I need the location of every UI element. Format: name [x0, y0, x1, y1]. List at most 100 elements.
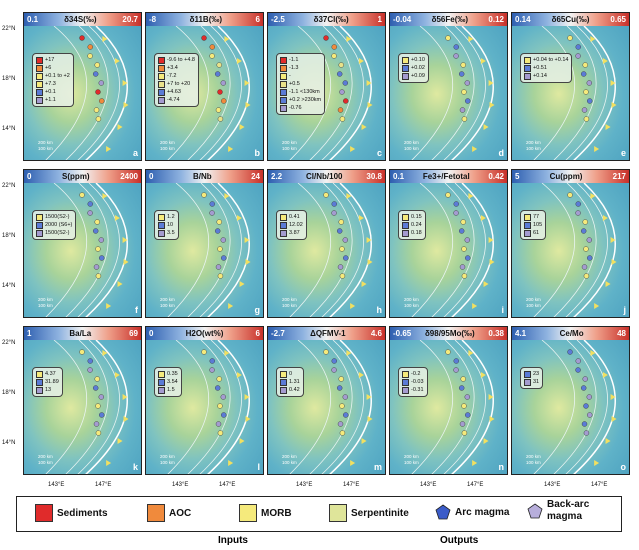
legend-row: +3.4: [158, 64, 195, 72]
colorbar: 0.1 Fe3+/Fetotal 0.42: [390, 170, 507, 183]
sample-point: [339, 403, 345, 409]
value-legend: 0.15 0.24 0.18: [398, 210, 426, 240]
sample-point: [95, 116, 102, 122]
scale-label: 100 km: [404, 303, 419, 308]
sample-point: [583, 89, 589, 95]
sample-point: [581, 264, 588, 270]
colorbar: 4.1 Ce/Mo 48: [512, 327, 629, 340]
value-legend: 0.35 3.54 1.5: [154, 367, 182, 397]
colorbar-lo: -2.5: [271, 15, 285, 24]
legend-swatch: [402, 64, 409, 72]
sample-point: [209, 53, 215, 59]
sample-point: [581, 421, 588, 427]
sample-point: [586, 80, 592, 86]
legend-swatch: [402, 72, 409, 80]
sample-point: [582, 62, 588, 68]
legend-swatch: [158, 56, 165, 64]
colorbar-lo: -2.7: [271, 329, 285, 338]
legend-value: 10: [167, 222, 174, 228]
legend-swatch: [524, 221, 531, 229]
legend-row: -0.03: [402, 378, 424, 386]
legend-value: 0.42: [289, 387, 300, 393]
legend-row: 0.24: [402, 221, 422, 229]
sample-point: [221, 255, 227, 261]
lon-label: 147°E: [95, 482, 112, 488]
sample-point: [575, 367, 581, 373]
panel-letter: l: [257, 462, 260, 472]
scale-text: 200 km 100 km: [282, 140, 297, 152]
colorbar-lo: 2.2: [271, 172, 283, 181]
map-grid: 0.1 δ34S(‰) 20.7 +17 +6 +0.1 to +2 +7.3 +0.1 +1.…: [20, 12, 635, 477]
lon-label: 143°E: [420, 482, 437, 488]
legend-value: 0: [289, 371, 293, 377]
sample-point: [216, 376, 222, 382]
panel-title: Cu(ppm): [549, 172, 583, 181]
colorbar: -0.65 δ98/95Mo(‰) 0.38: [390, 327, 507, 340]
lat-label: 18°N: [2, 390, 16, 396]
legend-value: 1500(S2-): [45, 214, 70, 220]
legend-swatch: [280, 378, 287, 386]
sample-point: [337, 264, 344, 270]
sample-point: [461, 430, 468, 436]
sample-point: [460, 219, 466, 225]
sample-point: [331, 210, 337, 216]
colorbar-lo: 0: [149, 172, 154, 181]
legend-value: -1.1: [289, 57, 299, 63]
sample-point: [331, 201, 337, 207]
legend-row: 61: [524, 229, 542, 237]
legend-row: 10: [158, 221, 175, 229]
panel-title: H2O(wt%): [185, 329, 224, 338]
scale-label: 100 km: [526, 303, 541, 308]
legend-value: 3.5: [167, 230, 175, 236]
legend-swatch: [158, 96, 165, 104]
arc-map: [411, 340, 495, 474]
sample-point: [95, 89, 101, 95]
sample-point: [587, 98, 593, 104]
colorbar-hi: 30.8: [366, 172, 382, 181]
legend-row: +17: [36, 56, 70, 64]
map-panel: 2.2 Cl/Nb/100 30.8 0.41 12.02 3.87 200 km 100 k…: [267, 169, 386, 318]
legend-row: 0.15: [402, 213, 422, 221]
legend-row: 13: [36, 386, 59, 394]
sample-point: [221, 412, 227, 418]
sample-point: [215, 421, 222, 427]
sample-point: [465, 255, 471, 261]
legend-row: -0.76: [280, 104, 321, 112]
legend-row: +0.09: [402, 72, 425, 80]
sample-point: [217, 116, 224, 122]
panel-title: Ce/Mo: [559, 329, 584, 338]
sample-point: [343, 98, 349, 104]
scale-label: 100 km: [38, 303, 53, 308]
panel-title: Fe3+/Fetotal: [422, 172, 470, 181]
key-label: magma: [547, 511, 583, 522]
legend-swatch: [280, 88, 287, 96]
legend-swatch: [280, 213, 287, 221]
legend-swatch: [158, 88, 165, 96]
lon-label: 143°E: [48, 482, 65, 488]
sample-point: [453, 53, 459, 59]
legend-row: -0.31: [402, 386, 424, 394]
sample-point: [580, 71, 587, 77]
key-label: AOC: [169, 507, 192, 519]
sample-point: [445, 349, 451, 355]
legend-value: +3.4: [167, 65, 178, 71]
colorbar-lo: 0: [27, 172, 32, 181]
legend-row: +4.63: [158, 88, 195, 96]
colorbar-lo: 0: [149, 329, 154, 338]
sample-point: [461, 116, 468, 122]
outputs-label: Outputs: [440, 535, 479, 546]
sample-point: [79, 349, 85, 355]
colorbar-hi: 1: [377, 15, 382, 24]
legend-value: -1.1 <130km: [289, 89, 320, 95]
lon-label: 143°E: [172, 482, 189, 488]
sample-point: [220, 394, 226, 400]
panel-letter: o: [620, 462, 627, 472]
colorbar-lo: 0.1: [393, 172, 405, 181]
sample-point: [216, 219, 222, 225]
sample-point: [79, 192, 85, 198]
legend-swatch: [36, 386, 43, 394]
legend-swatch: [280, 64, 287, 72]
legend-swatch: [158, 80, 165, 88]
colorbar-lo: -8: [149, 15, 157, 24]
sample-point: [93, 264, 100, 270]
